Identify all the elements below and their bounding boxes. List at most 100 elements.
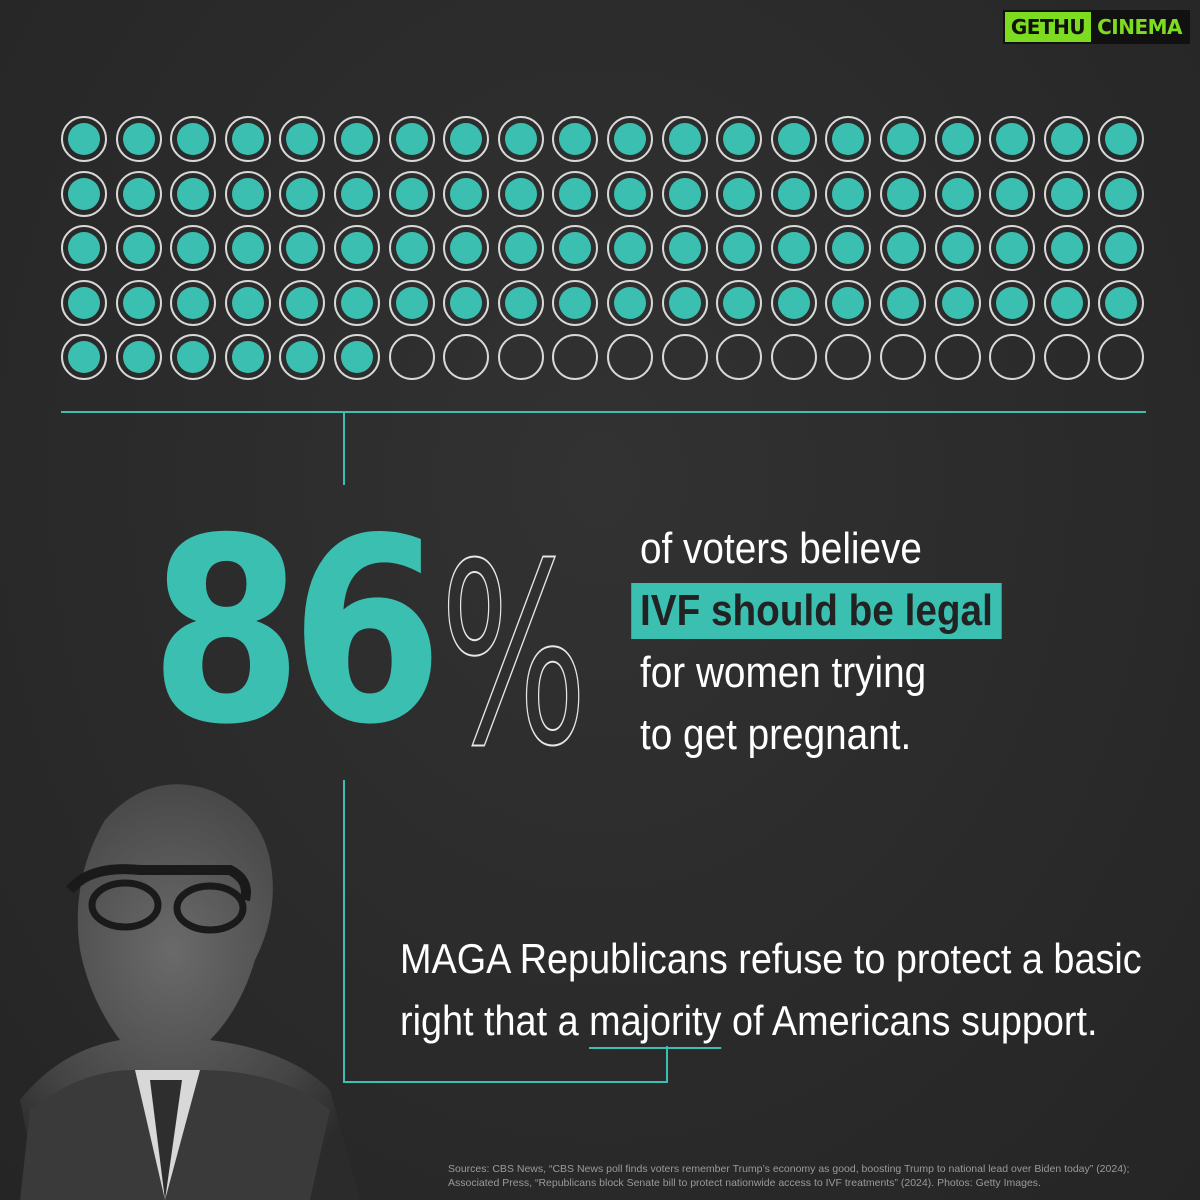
dot-filled	[825, 170, 872, 217]
dot-empty	[770, 334, 817, 381]
dot-filled	[443, 279, 490, 326]
stat-line-1: of voters believe	[640, 524, 922, 573]
claim-text: MAGA Republicans refuse to protect a bas…	[400, 928, 1142, 1052]
dot-filled	[879, 170, 926, 217]
dot-filled	[1098, 279, 1145, 326]
dot-empty	[606, 334, 653, 381]
dot-filled	[552, 170, 599, 217]
dot-filled	[61, 279, 107, 326]
dot-filled	[879, 279, 926, 326]
dot-filled	[170, 170, 217, 217]
dot-filled	[934, 170, 981, 217]
dot-filled	[552, 116, 599, 162]
dot-filled	[115, 225, 162, 272]
dot-filled	[443, 170, 490, 217]
sources-text: Sources: CBS News, “CBS News poll finds …	[448, 1162, 1188, 1190]
claim-underlined-word: majority	[589, 997, 722, 1049]
dot-empty	[1043, 334, 1090, 381]
dot-filled	[825, 279, 872, 326]
dot-filled	[443, 225, 490, 272]
dot-empty	[989, 334, 1036, 381]
dot-filled	[989, 279, 1036, 326]
sources-line-2: Associated Press, “Republicans block Sen…	[448, 1177, 1041, 1189]
dot-filled	[934, 116, 981, 162]
dot-filled	[661, 116, 708, 162]
dot-filled	[552, 225, 599, 272]
dot-filled	[388, 225, 435, 272]
dot-filled	[770, 170, 817, 217]
dot-filled	[497, 225, 544, 272]
dot-filled	[170, 225, 217, 272]
claim-line-2-after: of Americans support.	[721, 997, 1098, 1044]
dot-filled	[1098, 170, 1145, 217]
dot-filled	[606, 279, 653, 326]
claim-line-1: MAGA Republicans refuse to protect a bas…	[400, 935, 1142, 982]
dot-filled	[716, 279, 763, 326]
gethucinema-logo: GETHU CINEMA	[1002, 10, 1190, 44]
dot-filled	[497, 116, 544, 162]
connector-line-vertical-top	[343, 412, 345, 485]
dot-filled	[770, 279, 817, 326]
dot-filled	[333, 279, 380, 326]
connector-line-vertical-bottom	[343, 780, 345, 1083]
percent-sign-text: %	[440, 520, 587, 755]
dot-filled	[661, 225, 708, 272]
dot-filled	[497, 279, 544, 326]
dot-filled	[115, 334, 162, 381]
stat-line-2: IVF should be legal	[631, 580, 1002, 642]
dot-filled	[1043, 116, 1090, 162]
dot-filled	[115, 170, 162, 217]
dot-filled	[1098, 225, 1145, 272]
dot-filled	[661, 170, 708, 217]
dot-filled	[388, 170, 435, 217]
dot-filled	[279, 225, 326, 272]
dot-filled	[825, 225, 872, 272]
dot-filled	[224, 334, 271, 381]
dot-filled	[1098, 116, 1145, 162]
claim-line-2-before: right that a	[400, 997, 590, 1044]
connector-line-tick	[666, 1046, 668, 1083]
dot-filled	[606, 225, 653, 272]
dot-filled	[224, 279, 271, 326]
dot-filled	[770, 116, 817, 162]
dot-filled	[224, 170, 271, 217]
connector-line-top	[61, 411, 1146, 413]
portrait-photo	[20, 784, 360, 1200]
dot-filled	[716, 225, 763, 272]
dot-filled	[279, 334, 326, 381]
dot-filled	[989, 170, 1036, 217]
dot-filled	[716, 170, 763, 217]
dot-filled	[170, 334, 217, 381]
dot-filled	[279, 279, 326, 326]
dot-filled	[333, 225, 380, 272]
dot-filled	[61, 225, 107, 272]
stat-highlight: IVF should be legal	[631, 583, 1002, 639]
dot-filled	[388, 279, 435, 326]
sources-line-1: Sources: CBS News, “CBS News poll finds …	[448, 1163, 1130, 1175]
dot-filled	[170, 279, 217, 326]
dot-filled	[333, 170, 380, 217]
dot-filled	[115, 279, 162, 326]
stat-line-4: to get pregnant.	[640, 710, 912, 759]
dot-empty	[879, 334, 926, 381]
connector-line-bottom	[343, 1081, 668, 1083]
dot-filled	[552, 279, 599, 326]
dot-empty	[497, 334, 544, 381]
stat-line-3: for women trying	[640, 648, 927, 697]
stat-description: of voters believe IVF should be legal for …	[631, 518, 1002, 766]
dot-grid	[61, 116, 1151, 389]
dot-filled	[61, 116, 107, 162]
dot-filled	[606, 170, 653, 217]
dot-filled	[115, 116, 162, 162]
dot-filled	[61, 334, 107, 381]
dot-filled	[61, 170, 107, 217]
dot-empty	[825, 334, 872, 381]
dot-filled	[388, 116, 435, 162]
dot-filled	[825, 116, 872, 162]
dot-filled	[279, 170, 326, 217]
dot-filled	[879, 225, 926, 272]
dot-filled	[770, 225, 817, 272]
dot-empty	[934, 334, 981, 381]
dot-filled	[934, 279, 981, 326]
